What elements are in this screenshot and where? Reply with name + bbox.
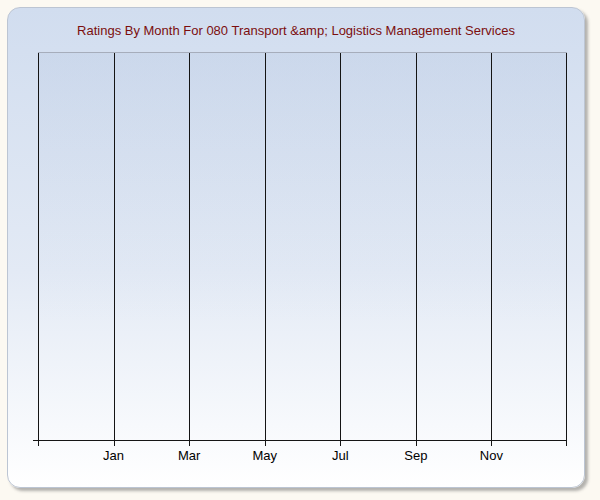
x-axis-tick-label: Jan (103, 448, 124, 463)
x-axis-tick-label: Nov (480, 448, 503, 463)
gridline-vertical (491, 53, 492, 440)
gridline-vertical (189, 53, 190, 440)
chart-panel: Ratings By Month For 080 Transport &amp;… (7, 7, 585, 488)
gridline-vertical (38, 53, 39, 440)
x-axis-tick (416, 440, 417, 446)
x-axis-tick-label: May (252, 448, 277, 463)
chart-title: Ratings By Month For 080 Transport &amp;… (8, 23, 584, 38)
x-axis-tick (189, 440, 190, 446)
x-axis-tick-label: Sep (404, 448, 427, 463)
x-axis-tick (265, 440, 266, 446)
x-axis-tick-label: Jul (332, 448, 349, 463)
x-axis-tick (491, 440, 492, 446)
gridline-vertical (114, 53, 115, 440)
x-axis-tick (114, 440, 115, 446)
gridline-vertical (340, 53, 341, 440)
gridline-vertical (416, 53, 417, 440)
plot-area (38, 52, 567, 441)
x-axis-tick (566, 440, 567, 446)
x-axis-tick (340, 440, 341, 446)
x-axis-labels: Jan Mar May Jul Sep Nov (38, 448, 567, 468)
x-axis-tick-label: Mar (178, 448, 200, 463)
gridline-vertical (265, 53, 266, 440)
gridline-vertical (566, 53, 567, 440)
x-axis-tick (38, 440, 39, 446)
